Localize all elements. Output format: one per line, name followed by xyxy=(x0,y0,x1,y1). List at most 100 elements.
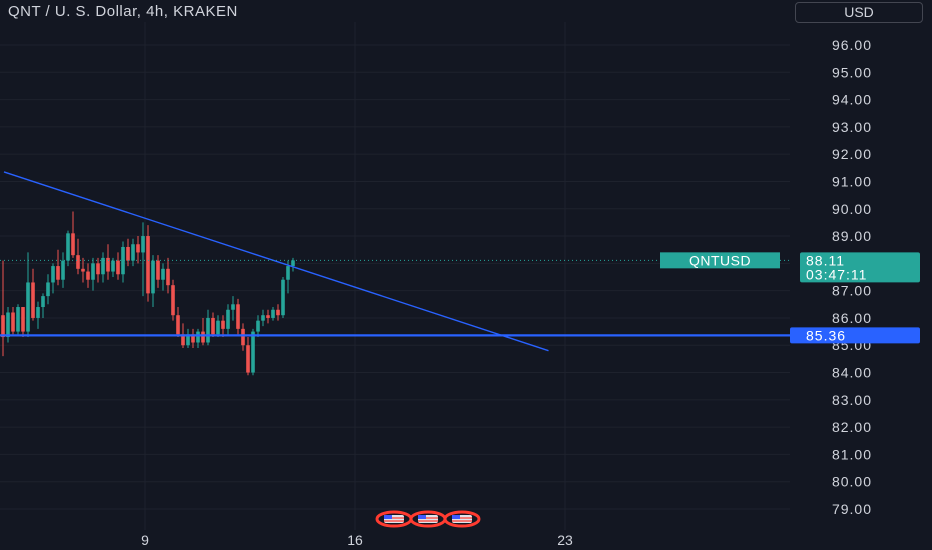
candle xyxy=(256,315,260,338)
candle-body xyxy=(236,304,240,329)
candle-body xyxy=(31,282,35,318)
candle-body xyxy=(56,266,60,280)
candle-body xyxy=(41,296,45,308)
candle xyxy=(156,255,160,288)
candle-body xyxy=(181,334,185,346)
candle-body xyxy=(271,309,275,318)
candle-body xyxy=(256,320,260,332)
candle xyxy=(246,337,250,376)
candle xyxy=(1,260,5,357)
candle-body xyxy=(116,260,120,275)
candle-body xyxy=(61,260,65,280)
candle-body xyxy=(261,315,265,321)
candle-body xyxy=(81,268,85,272)
candle-body xyxy=(291,260,295,267)
price-tick-label: 81.00 xyxy=(832,446,872,462)
candle xyxy=(286,260,290,294)
candle xyxy=(161,263,165,291)
price-tick-label: 80.00 xyxy=(832,474,872,490)
candle-body xyxy=(76,255,80,269)
candle-body xyxy=(201,331,205,343)
candle xyxy=(166,257,170,294)
price-tick-label: 90.00 xyxy=(832,201,872,217)
candle-body xyxy=(11,312,15,332)
price-tick-label: 79.00 xyxy=(832,501,872,517)
price-tick-label: 96.00 xyxy=(832,37,872,53)
price-tick-label: 87.00 xyxy=(832,283,872,299)
candle-body xyxy=(186,334,190,346)
trendline[interactable] xyxy=(3,171,549,352)
candle xyxy=(216,315,220,338)
candle xyxy=(51,263,55,294)
candle xyxy=(76,238,80,275)
candle xyxy=(281,277,285,318)
price-tick-label: 93.00 xyxy=(832,119,872,135)
candle-body xyxy=(156,260,160,280)
candle-body xyxy=(171,285,175,316)
candle-body xyxy=(221,320,225,329)
price-axis[interactable]: 96.00 95.00 94.00 93.00 92.00 91.00 90.00 89.00… xyxy=(832,37,872,517)
candle xyxy=(141,222,145,297)
candle xyxy=(261,309,265,327)
grid xyxy=(0,22,790,530)
candle xyxy=(171,279,175,321)
price-tick-label: 94.00 xyxy=(832,92,872,108)
candle xyxy=(26,252,30,338)
chart-title: QNT / U. S. Dollar, 4h, KRAKEN xyxy=(8,3,238,20)
candle xyxy=(31,268,35,321)
candle-body xyxy=(191,334,195,343)
currency-button[interactable]: USD xyxy=(795,2,923,23)
level-tag xyxy=(790,327,920,344)
candle xyxy=(81,257,85,283)
candle-body xyxy=(196,331,200,343)
candle-body xyxy=(36,307,40,318)
candle xyxy=(106,244,110,280)
candle-body xyxy=(166,268,170,286)
price-tick-label: 84.00 xyxy=(832,365,872,381)
candle xyxy=(111,257,115,277)
candle-body xyxy=(91,263,95,280)
flag-canton xyxy=(452,515,460,519)
candle xyxy=(121,241,125,283)
candle-body xyxy=(121,246,125,275)
candle xyxy=(191,328,195,348)
candle-body xyxy=(286,266,290,280)
candle-body xyxy=(151,260,155,294)
time-axis[interactable]: 9 16 23 xyxy=(141,532,573,548)
event-flag-icon[interactable] xyxy=(375,510,413,528)
candle xyxy=(91,257,95,291)
candle-body xyxy=(1,315,5,338)
candle xyxy=(221,315,225,338)
price-tick-label: 91.00 xyxy=(832,173,872,189)
candle-body xyxy=(231,304,235,310)
event-flag-icon[interactable] xyxy=(443,510,481,528)
candle-body xyxy=(106,257,110,272)
candle xyxy=(116,252,120,280)
candle-body xyxy=(66,233,70,261)
last-price-countdown: 03:47:11 xyxy=(806,266,867,282)
candle xyxy=(46,274,50,305)
candle xyxy=(86,263,90,288)
candle-body xyxy=(21,307,25,332)
candle xyxy=(101,252,105,283)
candle xyxy=(136,236,140,264)
candle-body xyxy=(131,244,135,261)
candle xyxy=(176,307,180,338)
candle xyxy=(151,255,155,308)
candle xyxy=(186,328,190,348)
candle-body xyxy=(136,244,140,253)
candle-body xyxy=(111,260,115,272)
symbol-tag-label: QNTUSD xyxy=(689,252,751,268)
candle xyxy=(61,252,65,288)
event-flag-icon[interactable] xyxy=(409,510,447,528)
candle-body xyxy=(146,236,150,294)
candle xyxy=(41,293,45,318)
price-tick-label: 86.00 xyxy=(832,310,872,326)
price-tick-label: 95.00 xyxy=(832,64,872,80)
candle xyxy=(241,323,245,351)
event-markers[interactable] xyxy=(375,510,481,528)
candle-body xyxy=(71,233,75,256)
price-tick-label: 92.00 xyxy=(832,146,872,162)
